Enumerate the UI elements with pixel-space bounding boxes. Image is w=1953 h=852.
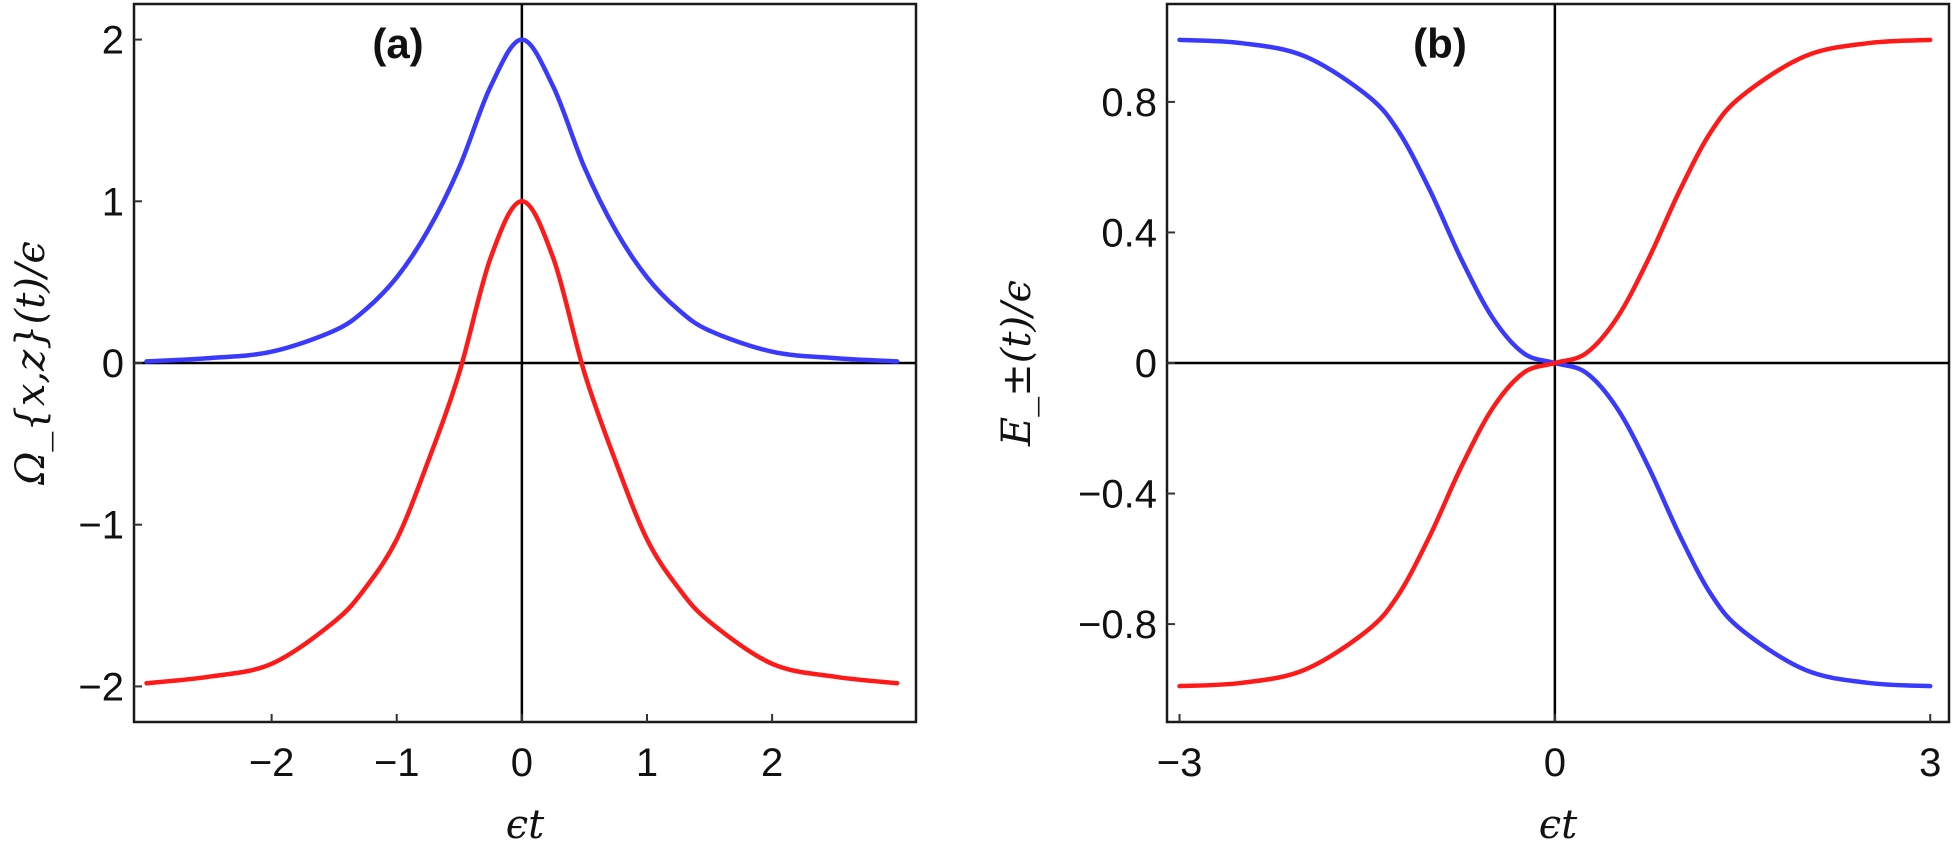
- panel-a-label: (a): [372, 20, 423, 67]
- panel-a-x-tick-label: 0: [511, 741, 533, 785]
- panel-b-x-tick-label: 3: [1919, 741, 1941, 785]
- panel-b: (b) −3 0 3 0.8 0.4 0 −0.4 −0.8 ϵt E_±(t)/ϵ: [994, 2, 1951, 848]
- panel-a-x-tick-label: 2: [761, 741, 783, 785]
- panel-b-y-tick-label: −0.4: [1078, 473, 1157, 517]
- panel-a-series-blue-line: [144, 37, 900, 364]
- panel-a-x-tick-label: −1: [374, 741, 420, 785]
- panel-b-x-tick-label: −3: [1157, 741, 1203, 785]
- panel-b-y-tick-label: 0.8: [1101, 81, 1157, 125]
- panel-a-ticks: −2 −1 0 1 2 −2 −1 0 1 2: [78, 19, 783, 785]
- panel-b-x-axis-label: ϵt: [1539, 802, 1578, 848]
- panel-a-x-tick-label: −2: [249, 741, 295, 785]
- panel-a-x-tick-label: 1: [636, 741, 658, 785]
- panel-b-curves: [1177, 37, 1933, 689]
- panel-b-y-tick-label: −0.8: [1078, 603, 1157, 647]
- panel-a-axes: [134, 4, 916, 722]
- panel-a-x-axis-label: ϵt: [506, 802, 545, 848]
- panel-b-y-tick-label: 0.4: [1101, 211, 1157, 255]
- panel-a-y-tick-label: 2: [102, 19, 124, 63]
- panel-a-y-axis-label: Ω_{x,z}(t)/ϵ: [8, 241, 54, 486]
- panel-b-x-tick-label: 0: [1544, 741, 1566, 785]
- panel-b-label: (b): [1413, 20, 1467, 67]
- panel-a-y-tick-label: −2: [78, 665, 124, 709]
- panel-a-y-tick-label: 1: [102, 180, 124, 224]
- panel-a-curves: [144, 37, 900, 686]
- panel-b-ticks: −3 0 3 0.8 0.4 0 −0.4 −0.8: [1078, 81, 1941, 785]
- panel-b-series-red-line: [1177, 37, 1933, 689]
- panel-a: (a) −2 −1 0 1 2 −2 −1 0 1 2 ϵt Ω_{x,z}(t)/ϵ: [8, 2, 918, 848]
- panel-a-y-tick-label: −1: [78, 504, 124, 548]
- panel-a-y-tick-label: 0: [102, 342, 124, 386]
- panel-b-y-tick-label: 0: [1135, 342, 1157, 386]
- panel-a-series-red-line: [144, 199, 900, 686]
- panel-b-y-axis-label: E_±(t)/ϵ: [994, 280, 1040, 447]
